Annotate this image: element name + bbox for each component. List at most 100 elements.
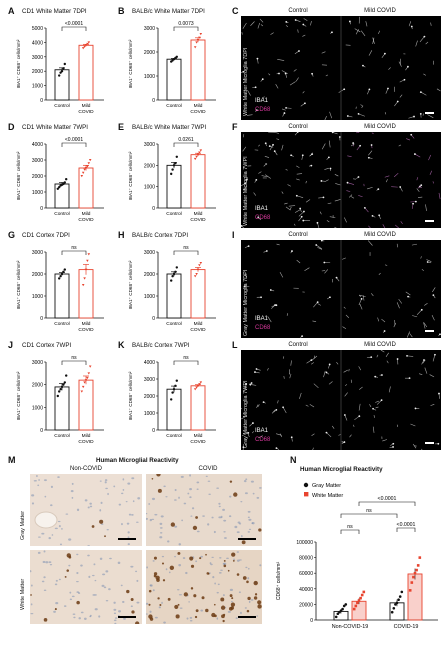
cd68-stain: [232, 559, 235, 562]
microglia-process: [364, 207, 369, 213]
microglia-process: [316, 244, 323, 250]
nucleus: [229, 588, 233, 591]
data-point: [392, 607, 396, 610]
microglia-soma: [372, 407, 374, 410]
nucleus: [136, 579, 139, 582]
microglia-process: [419, 36, 425, 43]
microglia-soma: [396, 100, 399, 103]
microglia-process: [408, 116, 415, 119]
nucleus: [223, 531, 226, 533]
cd68-stain: [190, 587, 194, 590]
significance-label: 0.0073: [178, 21, 194, 27]
significance-label: ns: [183, 355, 189, 361]
microglia-process: [271, 409, 276, 414]
chart-title-k: BALB/c Cortex 7WPI: [132, 342, 190, 349]
nucleus: [247, 531, 251, 533]
nucleus: [224, 537, 227, 539]
microglia-soma: [300, 215, 303, 218]
data-point: [400, 590, 404, 594]
microglia-process: [289, 81, 296, 86]
panel-label-n: N: [290, 455, 297, 465]
microglia-process: [323, 370, 326, 378]
nucleus: [101, 584, 105, 587]
data-point: [87, 162, 91, 165]
nucleus: [51, 534, 54, 536]
data-point: [342, 604, 346, 608]
data-point: [198, 36, 201, 39]
microglia-process: [258, 435, 263, 439]
nucleus: [210, 563, 213, 566]
nucleus: [216, 487, 220, 489]
microglia-process: [343, 306, 346, 309]
microglia-process: [386, 360, 389, 364]
microglia-process: [345, 384, 348, 387]
nucleus: [54, 583, 58, 586]
microglia-process: [427, 114, 434, 119]
microglia-process: [342, 257, 346, 260]
nucleus: [48, 561, 52, 564]
bracket-white: [358, 501, 416, 506]
microglia-process: [324, 167, 329, 170]
nucleus: [72, 613, 76, 615]
cd68-stain: [157, 597, 160, 600]
microglia-process: [376, 399, 382, 405]
microglia-process: [288, 205, 296, 207]
cd68-stain: [131, 610, 135, 614]
microglia-soma: [298, 50, 300, 52]
histology-texture-1: [31, 474, 141, 546]
nucleus: [41, 580, 45, 583]
nucleus: [43, 576, 46, 579]
nucleus: [122, 488, 125, 491]
nucleus: [244, 607, 247, 609]
nucleus: [57, 520, 61, 523]
data-point: [356, 601, 359, 605]
y-tick-label: 0: [40, 428, 43, 434]
microglia-process: [359, 386, 363, 390]
data-point: [84, 167, 88, 170]
nucleus: [130, 565, 134, 568]
nucleus: [76, 571, 79, 575]
data-point: [199, 381, 203, 384]
data-point: [60, 272, 64, 276]
cd68-stain: [153, 556, 157, 560]
microglia-soma: [348, 20, 351, 23]
microglia-soma: [245, 178, 248, 181]
microglia-soma: [410, 25, 413, 28]
nucleus: [89, 502, 92, 505]
microglia-process: [328, 381, 333, 385]
microglia-process: [289, 206, 292, 211]
panel-label-k: K: [118, 340, 125, 350]
microglia-soma: [380, 399, 383, 402]
cd68-label-i: CD68: [255, 325, 271, 331]
microglia-process: [326, 432, 332, 438]
data-point: [58, 186, 61, 189]
cd68-stain: [156, 474, 161, 477]
cd68-stain: [43, 618, 48, 622]
nucleus: [105, 600, 109, 602]
bar: [166, 58, 182, 101]
nucleus: [132, 500, 135, 503]
significance-label: 0.0261: [178, 137, 194, 143]
nucleus: [149, 518, 152, 522]
nucleus: [208, 493, 211, 495]
cd68-stain: [231, 597, 234, 600]
iba1-label-i: IBA1: [255, 316, 269, 322]
nucleus: [181, 519, 184, 522]
data-point: [56, 394, 59, 398]
nucleus: [87, 545, 91, 546]
bar-chart-e: 0 1000 2000 3000 IBA1⁺ CD68⁺ cells/mm² Contro…: [128, 137, 216, 223]
microglia-process: [431, 315, 435, 321]
nucleus: [87, 506, 90, 509]
microglia-soma: [252, 422, 254, 424]
microglia-process: [287, 184, 291, 187]
data-point: [412, 575, 415, 579]
nucleus: [256, 496, 260, 499]
y-tick-label: 80000: [299, 556, 313, 562]
nucleus: [146, 513, 148, 515]
bracket-noncovid: [340, 529, 360, 534]
microglia-soma: [301, 335, 304, 338]
nucleus: [178, 496, 180, 499]
microglia-process: [257, 22, 260, 29]
data-point: [80, 390, 84, 393]
cd68-stain: [99, 519, 104, 524]
